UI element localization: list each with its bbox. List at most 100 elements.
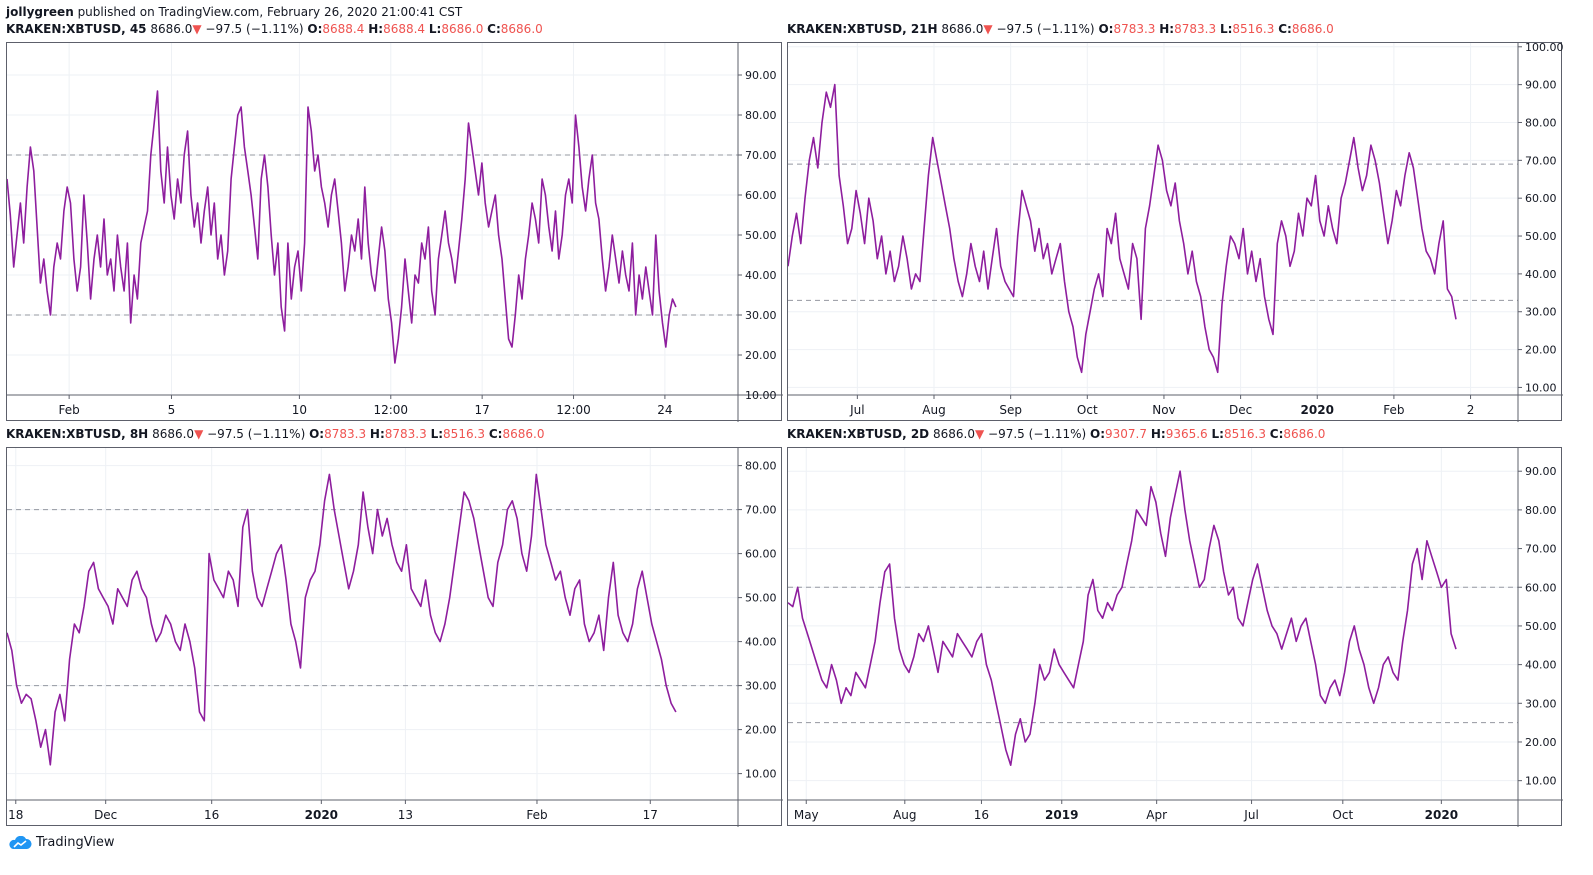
ohlc-value: 8688.4: [322, 22, 365, 36]
y-tick-label: 40.00: [1525, 268, 1557, 281]
x-tick-label: 2020: [1425, 808, 1458, 822]
x-tick-label: 12:00: [556, 403, 591, 417]
x-tick-label: 16: [204, 808, 219, 822]
y-tick-label: 40.00: [1525, 659, 1557, 672]
ohlc-key: O:: [309, 427, 325, 441]
x-tick-label: Feb: [526, 808, 547, 822]
ohlc-key: H:: [1159, 22, 1175, 36]
x-tick-label: 2019: [1045, 808, 1078, 822]
last-price: 8686.0: [932, 427, 975, 441]
ohlc-value: 8686.0: [441, 22, 484, 36]
x-tick-label: 2020: [305, 808, 338, 822]
ohlc-value: 8516.3: [443, 427, 486, 441]
x-tick-label: 2020: [1301, 403, 1334, 417]
x-tick-label: 17: [475, 403, 490, 417]
x-tick-label: 16: [974, 808, 989, 822]
y-tick-label: 70.00: [745, 504, 777, 517]
rsi-series-line: [7, 473, 677, 766]
down-arrow-icon: ▼: [192, 22, 202, 36]
y-tick-label: 100.00: [1525, 43, 1563, 54]
x-tick-label: Feb: [59, 403, 80, 417]
x-tick-label: May: [794, 808, 819, 822]
symbol-label: KRAKEN:XBTUSD, 2D: [787, 427, 930, 441]
chart-pane-8h[interactable]: 10.00 20.00 30.00 40.00 50.00 60.00 70.00 80.00…: [6, 447, 783, 827]
last-price: 8686.0: [941, 22, 984, 36]
down-arrow-icon: ▼: [974, 427, 985, 441]
rsi-chart-21h[interactable]: 10.00 20.00 30.00 40.00 50.00 60.00 70.00 80.00…: [788, 43, 1563, 422]
y-tick-label: 50.00: [745, 229, 777, 242]
down-arrow-icon: ▼: [983, 22, 993, 36]
rsi-chart-45[interactable]: 10.00 20.00 30.00 40.00 50.00 60.00 70.00 80.00…: [7, 43, 783, 422]
y-tick-label: 90.00: [1525, 465, 1557, 478]
y-tick-label: 90.00: [745, 69, 777, 82]
ohlc-key: C:: [488, 427, 503, 441]
y-tick-label: 10.00: [745, 389, 777, 402]
last-price: 8686.0: [150, 22, 193, 36]
x-tick-label: Jul: [1243, 808, 1258, 822]
ohlc-value: 8516.3: [1232, 22, 1275, 36]
y-tick-label: 30.00: [745, 309, 777, 322]
chart-pane-45[interactable]: 10.00 20.00 30.00 40.00 50.00 60.00 70.00 80.00…: [6, 42, 783, 422]
rsi-chart-2d[interactable]: 10.00 20.00 30.00 40.00 50.00 60.00 70.00 80.00…: [788, 448, 1563, 827]
y-tick-label: 90.00: [1525, 79, 1557, 92]
x-tick-label: Apr: [1146, 808, 1167, 822]
y-tick-label: 80.00: [1525, 504, 1557, 517]
last-price: 8686.0: [152, 427, 195, 441]
ohlc-value: 9365.6: [1165, 427, 1208, 441]
y-tick-label: 80.00: [745, 460, 777, 473]
x-tick-label: 5: [168, 403, 176, 417]
y-tick-label: 60.00: [745, 189, 777, 202]
y-tick-label: 20.00: [1525, 736, 1557, 749]
tradingview-cloud-icon: [9, 835, 32, 849]
price-change: −97.5 (−1.11%): [996, 22, 1095, 36]
x-tick-label: Oct: [1332, 808, 1353, 822]
ohlc-value: 8783.3: [324, 427, 367, 441]
x-tick-label: 13: [398, 808, 413, 822]
published-text: published on TradingView.com, February 2…: [77, 5, 463, 19]
y-tick-label: 60.00: [1525, 581, 1557, 594]
x-tick-label: 17: [643, 808, 658, 822]
y-tick-label: 20.00: [745, 349, 777, 362]
ohlc-key: O:: [307, 22, 323, 36]
y-tick-label: 40.00: [745, 636, 777, 649]
rsi-chart-8h[interactable]: 10.00 20.00 30.00 40.00 50.00 60.00 70.00 80.00…: [7, 448, 783, 827]
x-tick-label: Aug: [893, 808, 916, 822]
x-tick-label: 12:00: [373, 403, 408, 417]
y-tick-label: 60.00: [745, 548, 777, 561]
ohlc-key: L:: [1211, 427, 1224, 441]
y-tick-label: 30.00: [745, 680, 777, 693]
y-tick-label: 60.00: [1525, 192, 1557, 205]
chart-pane-2d[interactable]: 10.00 20.00 30.00 40.00 50.00 60.00 70.00 80.00…: [787, 447, 1563, 827]
y-tick-label: 80.00: [745, 109, 777, 122]
ohlc-key: C:: [487, 22, 501, 36]
x-tick-label: Sep: [999, 403, 1022, 417]
ohlc-value: 8783.3: [1113, 22, 1156, 36]
pane-header-45: KRAKEN:XBTUSD, 45 8686.0▼ −97.5 (−1.11%)…: [6, 22, 543, 36]
y-tick-label: 50.00: [1525, 230, 1557, 243]
ohlc-key: L:: [430, 427, 444, 441]
y-tick-label: 30.00: [1525, 697, 1557, 710]
x-tick-label: Dec: [1229, 403, 1252, 417]
rsi-series-line: [788, 83, 1457, 374]
y-tick-label: 10.00: [1525, 381, 1557, 394]
footer-brand[interactable]: TradingView: [8, 835, 115, 850]
y-tick-label: 10.00: [1525, 775, 1557, 788]
x-tick-label: Nov: [1152, 403, 1175, 417]
y-tick-label: 70.00: [1525, 543, 1557, 556]
chart-pane-21h[interactable]: 10.00 20.00 30.00 40.00 50.00 60.00 70.00 80.00…: [787, 42, 1563, 422]
ohlc-value: 8783.3: [1174, 22, 1217, 36]
ohlc-key: H:: [368, 22, 384, 36]
y-tick-label: 80.00: [1525, 116, 1557, 129]
symbol-label: KRAKEN:XBTUSD, 45: [6, 22, 147, 36]
y-tick-label: 30.00: [1525, 306, 1557, 319]
x-tick-label: 2: [1467, 403, 1475, 417]
ohlc-key: O:: [1090, 427, 1106, 441]
y-tick-label: 20.00: [745, 724, 777, 737]
x-tick-label: Feb: [1383, 403, 1404, 417]
y-tick-label: 20.00: [1525, 344, 1557, 357]
author-name[interactable]: jollygreen: [6, 5, 74, 19]
x-tick-label: Dec: [94, 808, 117, 822]
ohlc-key: L:: [428, 22, 442, 36]
x-tick-label: 24: [657, 403, 672, 417]
ohlc-key: H:: [1150, 427, 1166, 441]
